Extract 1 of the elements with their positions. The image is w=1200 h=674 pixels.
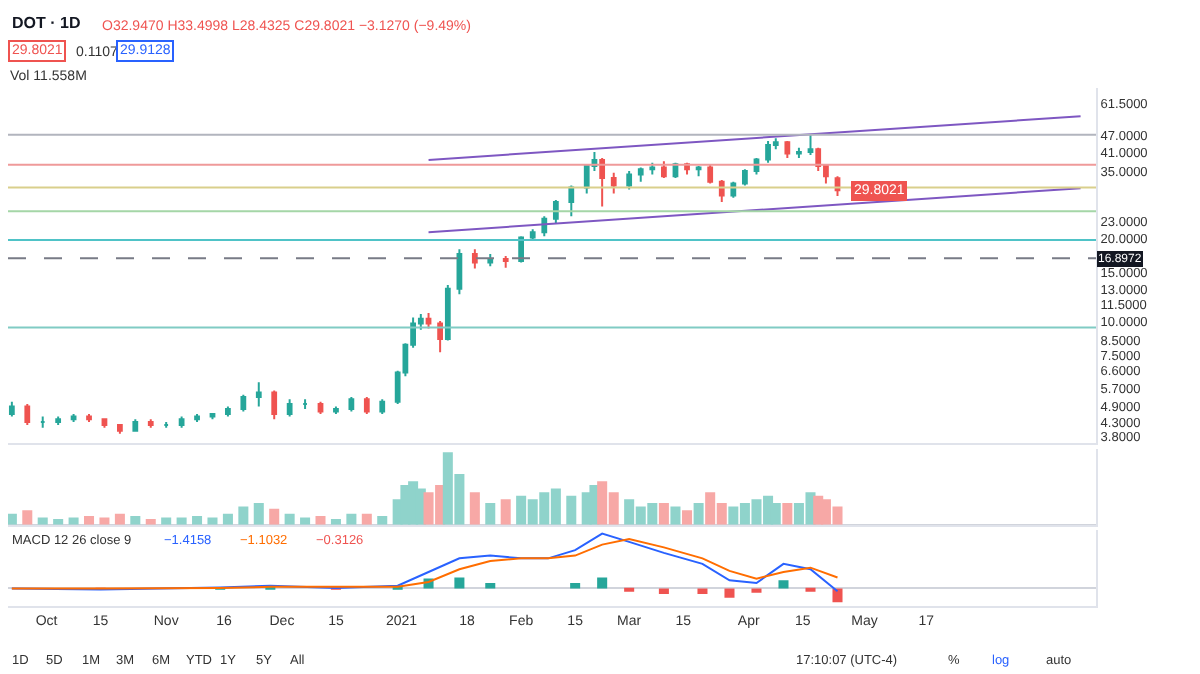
- chart-title: DOT · 1D: [12, 14, 81, 32]
